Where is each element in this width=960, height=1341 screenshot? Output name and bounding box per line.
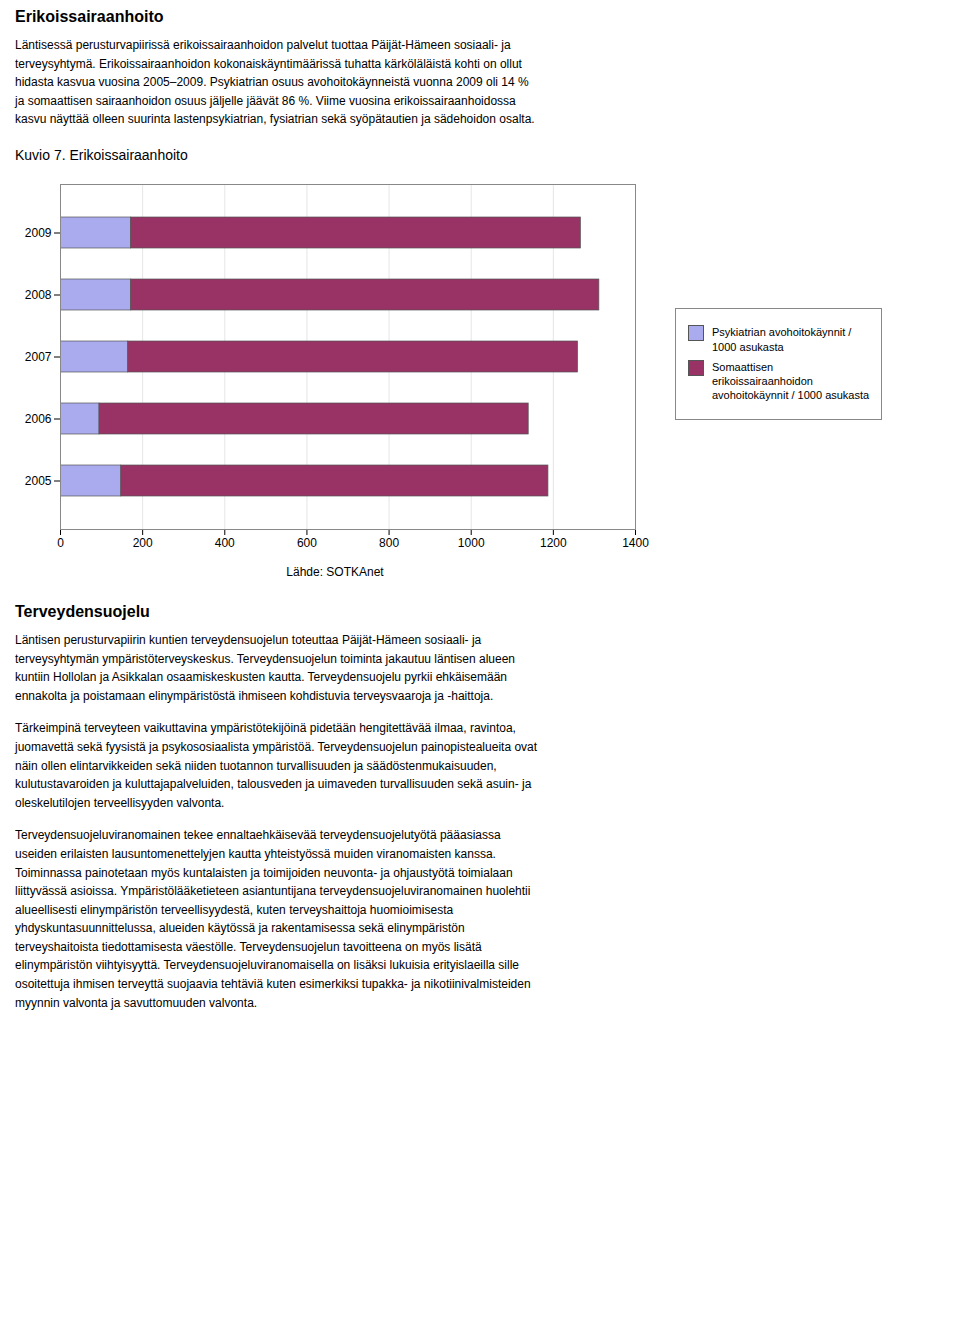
svg-text:2007: 2007 [25, 350, 52, 364]
html-text:Terveydensuojeluviranomainen t: Terveydensuojeluviranomainen tekee ennal… [15, 828, 531, 1010]
svg-text:2006: 2006 [25, 412, 52, 426]
svg-text:2009: 2009 [25, 226, 52, 240]
html-text:Erikoissairaanhoito: Erikoissairaanhoito [15, 8, 164, 25]
html-text:Lähde: SOTKAnet: Lähde: SOTKAnet [286, 565, 384, 579]
svg-text:0: 0 [57, 536, 64, 550]
html-text:Tärkeimpinä terveyteen vaikutt: Tärkeimpinä terveyteen vaikuttavina ympä… [15, 721, 538, 810]
html-text:Psykiatrian avohoitokäynnit /: Psykiatrian avohoitokäynnit / 1000 asuka… [712, 326, 852, 353]
html-text:Somaattisen erikoissairaanhoid: Somaattisen erikoissairaanhoidon avohoit… [712, 360, 870, 402]
svg-text:1200: 1200 [540, 536, 567, 550]
svg-text:1400: 1400 [622, 536, 649, 550]
html-text:Läntisessä perusturvapiirissä: Läntisessä perusturvapiirissä erikoissai… [15, 38, 535, 127]
html-text:Terveydensuojelu: Terveydensuojelu [15, 603, 150, 620]
svg-text:1000: 1000 [458, 536, 485, 550]
svg-text:200: 200 [133, 536, 153, 550]
svg-text:2005: 2005 [25, 474, 52, 488]
svg-text:400: 400 [215, 536, 235, 550]
svg-text:600: 600 [297, 536, 317, 550]
html-text:Läntisen perusturvapiirin kunt: Läntisen perusturvapiirin kuntien tervey… [15, 633, 515, 703]
svg-text:800: 800 [379, 536, 399, 550]
html-text:Kuvio 7. Erikoissairaanhoito: Kuvio 7. Erikoissairaanhoito [15, 147, 188, 163]
svg-text:2008: 2008 [25, 288, 52, 302]
